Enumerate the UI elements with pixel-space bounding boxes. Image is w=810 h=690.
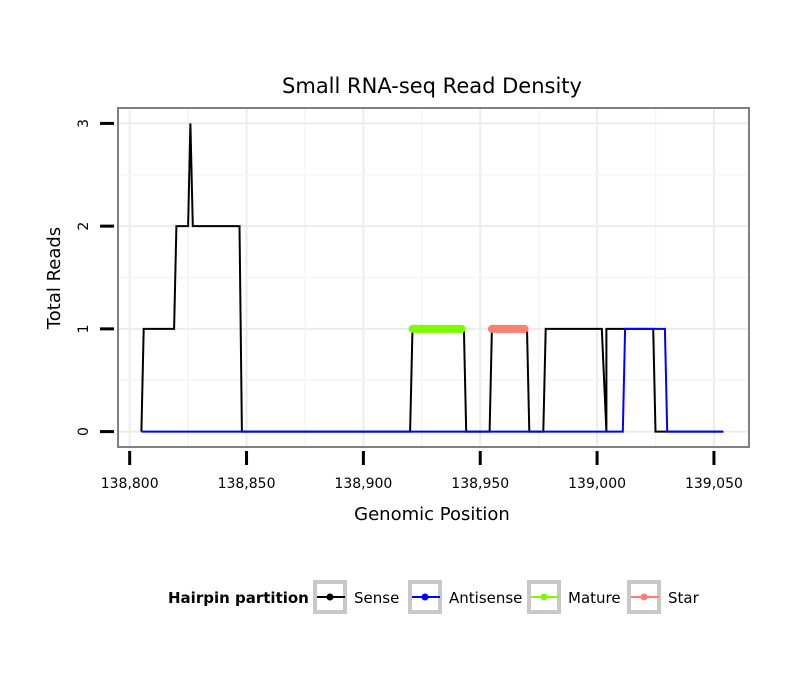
chart-title: Small RNA-seq Read Density	[282, 74, 582, 98]
legend-item-antisense: Antisense	[408, 580, 522, 614]
legend-key-point	[540, 593, 548, 601]
series-antisense	[141, 327, 724, 433]
legend-items: Sense Antisense Mature Star	[313, 580, 700, 614]
legend-title: Hairpin partition	[168, 589, 309, 607]
y-axis-title: Total Reads	[44, 227, 65, 330]
x-axis-title: Genomic Position	[354, 504, 510, 525]
legend-label: Star	[668, 589, 700, 607]
x-tick-label: 138,900	[334, 476, 392, 492]
x-tick-label: 138,800	[101, 476, 159, 492]
y-tick-label: 2	[76, 222, 92, 231]
y-tick-label: 1	[76, 324, 92, 333]
legend-item-sense: Sense	[313, 580, 399, 614]
legend-label: Mature	[568, 589, 621, 607]
legend: Hairpin partition Sense Antisense Mature St…	[168, 580, 700, 614]
y-tick-label: 0	[76, 427, 92, 436]
legend-item-mature: Mature	[527, 580, 621, 614]
x-tick-label: 138,850	[218, 476, 276, 492]
plot-border	[117, 107, 750, 448]
y-axis: 0 1 2 3	[76, 119, 114, 436]
legend-label: Antisense	[449, 589, 522, 607]
y-tick-label: 3	[76, 119, 92, 128]
legend-label: Sense	[354, 589, 399, 607]
legend-key-point	[421, 593, 429, 601]
legend-item-star: Star	[627, 580, 700, 614]
legend-key-point	[326, 593, 334, 601]
x-tick-label: 139,000	[568, 476, 626, 492]
x-axis: 138,800 138,850 138,900 138,950 139,000 139,0…	[101, 451, 743, 492]
legend-key-point	[640, 593, 648, 601]
x-tick-label: 138,950	[451, 476, 509, 492]
x-tick-label: 139,050	[685, 476, 743, 492]
series-layer	[140, 123, 724, 433]
